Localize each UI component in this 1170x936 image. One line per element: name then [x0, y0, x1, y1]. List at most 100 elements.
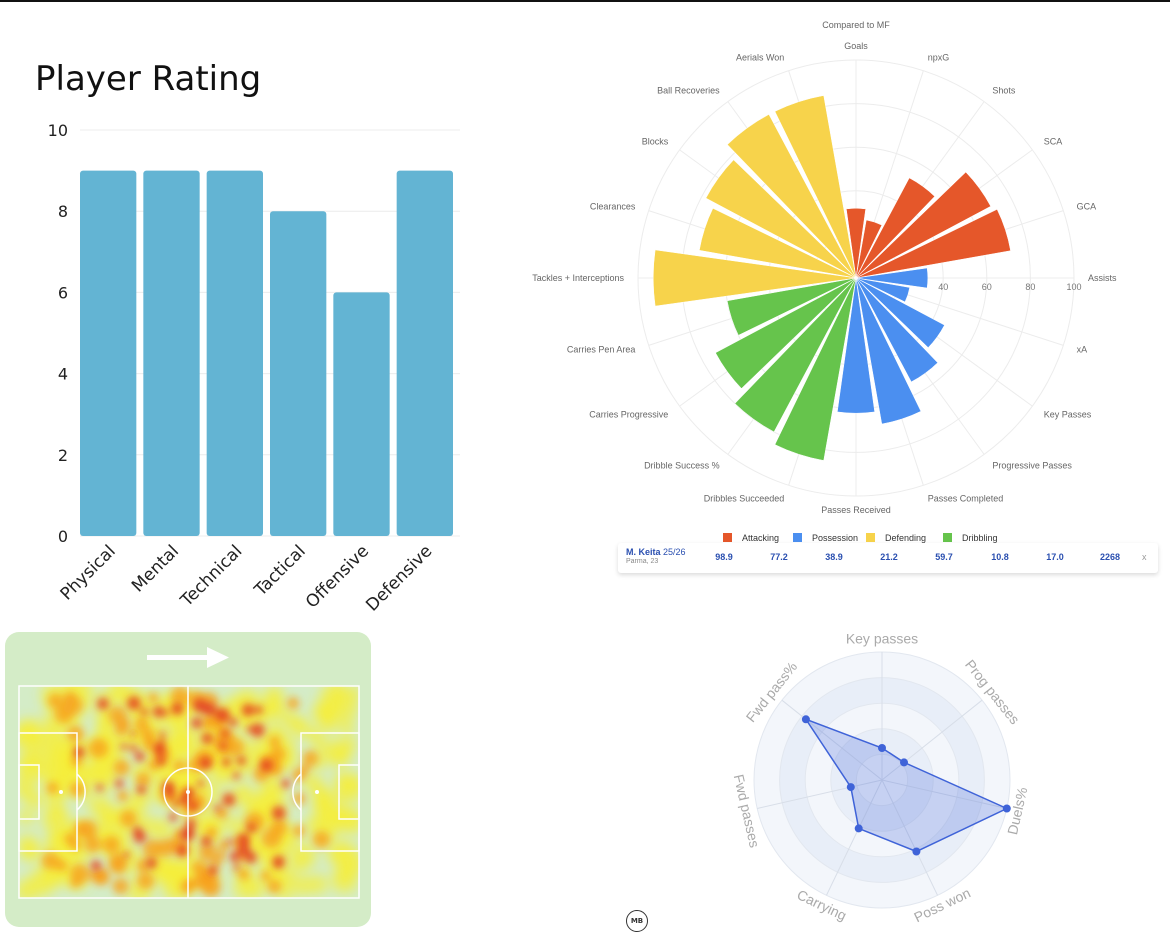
y-tick-label: 10: [48, 121, 68, 140]
stat-value: 98.9: [715, 552, 733, 562]
polar-category-label: Passes Received: [821, 505, 891, 515]
polar-bar-blocks[interactable]: [705, 159, 857, 279]
polar-category-label: Goals: [844, 41, 868, 51]
radar-point-key-passes[interactable]: [878, 744, 886, 752]
radar-axis-label: Key passes: [846, 631, 918, 647]
radar-point-carrying[interactable]: [854, 824, 863, 833]
x-tick-label: Physical: [57, 541, 120, 604]
polar-category-label: Blocks: [642, 137, 669, 147]
polar-bar-passes-received[interactable]: [837, 277, 875, 414]
x-tick-label: Defensive: [362, 541, 436, 615]
polar-bar-tackles-interceptions[interactable]: [653, 249, 857, 307]
polar-bar-npxg[interactable]: [855, 219, 883, 279]
player-club: Parma, 23: [626, 558, 659, 565]
polar-bar-passes-completed[interactable]: [855, 277, 922, 425]
polar-category-label: Ball Recoveries: [657, 85, 720, 95]
radial-tick-label: 40: [938, 282, 948, 292]
polar-category-label: Aerials Won: [736, 52, 784, 62]
polar-category-label: Dribble Success %: [644, 461, 720, 471]
stat-value: 17.0: [1046, 552, 1064, 562]
polar-category-label: Clearances: [590, 201, 636, 211]
polar-bar-xa[interactable]: [855, 277, 910, 303]
legend-label: Attacking: [742, 533, 779, 543]
stat-value: 59.7: [935, 552, 953, 562]
legend-swatch: [866, 533, 875, 542]
bar-mental[interactable]: [143, 170, 200, 536]
polar-bar-key-passes[interactable]: [855, 277, 945, 348]
radar-axis: [881, 699, 983, 781]
x-tick-label: Mental: [128, 541, 183, 596]
y-tick-label: 4: [58, 365, 68, 384]
stat-value: 38.9: [825, 552, 843, 562]
radial-tick-label: 60: [982, 282, 992, 292]
bar-technical[interactable]: [206, 170, 263, 536]
polar-bar-progressive-passes[interactable]: [855, 277, 939, 383]
radar-point-fwd-pass-[interactable]: [801, 715, 810, 724]
polar-category-label: Tackles + Interceptions: [532, 273, 624, 283]
polar-bar-carries-pen-area[interactable]: [726, 277, 857, 336]
legend-label: Dribbling: [962, 533, 998, 543]
stat-value: 10.8: [991, 552, 1009, 562]
radar-axis: [826, 779, 883, 896]
polar-bar-clearances[interactable]: [699, 207, 857, 279]
polar-category-label: Assists: [1088, 273, 1117, 283]
bar-tactical[interactable]: [270, 211, 327, 536]
x-tick-label: Tactical: [250, 541, 310, 601]
polar-chart-title: Compared to MF: [822, 20, 890, 30]
y-tick-label: 2: [58, 446, 68, 465]
player-rating-chart: Player Rating 0 2 4 6 8 10 Physical MentalTech…: [35, 59, 460, 616]
polar-category-label: Carries Pen Area: [567, 345, 636, 355]
stat-value: 77.2: [770, 552, 788, 562]
legend-swatch: [723, 533, 732, 542]
bar-defensive[interactable]: [396, 170, 453, 536]
polar-bar-shots[interactable]: [855, 177, 936, 279]
player-stats-row[interactable]: M. Keita 25/26 Parma, 23 98.9 77.2 38.9 …: [618, 543, 1158, 573]
heatmap-panel: [5, 632, 371, 927]
radar-point-duels-[interactable]: [1002, 804, 1011, 813]
polar-bar-aerials-won[interactable]: [774, 95, 857, 279]
polar-bar-sca[interactable]: [855, 171, 992, 279]
polar-category-label: SCA: [1044, 137, 1063, 147]
polar-category-label: xA: [1077, 345, 1088, 355]
polar-bar-goals[interactable]: [846, 207, 866, 279]
legend-label: Possession: [812, 533, 858, 543]
player-name[interactable]: M. Keita 25/26: [626, 547, 686, 557]
stat-value: 2268: [1099, 552, 1121, 562]
heatmap-pitch: [18, 647, 360, 899]
legend-label: Defending: [885, 533, 926, 543]
radar-point-prog-passes[interactable]: [900, 758, 908, 767]
y-tick-label: 6: [58, 283, 68, 302]
radar-area: [803, 717, 1009, 853]
polar-category-label: Shots: [992, 85, 1016, 95]
attack-direction-arrow-icon: [147, 647, 229, 668]
polar-bar-assists[interactable]: [855, 267, 929, 289]
radar-point-fwd-passes[interactable]: [846, 783, 855, 792]
polar-bar-dribbles-succeeded[interactable]: [774, 277, 857, 461]
polar-bar-gca[interactable]: [855, 208, 1011, 279]
polar-bar-dribble-success-[interactable]: [734, 277, 857, 433]
x-tick-label: Technical: [176, 541, 246, 611]
radar-point-poss-won[interactable]: [912, 847, 921, 856]
polar-comparison-chart: Compared to MF 40 60 80 100 Goals npxG Shots S…: [532, 20, 1117, 543]
polar-category-label: Key Passes: [1044, 409, 1092, 419]
close-row-icon[interactable]: x: [1142, 552, 1147, 562]
y-tick-label: 8: [58, 202, 68, 221]
legend-swatch: [943, 533, 952, 542]
polar-bar-carries-progressive[interactable]: [715, 277, 857, 389]
stat-value: 21.2: [880, 552, 898, 562]
bar-offensive[interactable]: [333, 292, 390, 536]
polar-category-label: npxG: [928, 52, 950, 62]
polar-category-label: Progressive Passes: [992, 461, 1072, 471]
polar-category-label: Dribbles Succeeded: [704, 494, 785, 504]
y-tick-label: 0: [58, 527, 68, 546]
bar-physical[interactable]: [80, 170, 137, 536]
radar-axis: [881, 779, 938, 896]
polar-bar-ball-recoveries[interactable]: [727, 114, 857, 279]
brand-logo: MB: [626, 910, 648, 932]
polar-category-label: Passes Completed: [928, 494, 1004, 504]
radar-axis: [881, 779, 1007, 809]
polar-category-label: Carries Progressive: [589, 409, 668, 419]
legend-swatch: [793, 533, 802, 542]
radial-tick-label: 80: [1025, 282, 1035, 292]
